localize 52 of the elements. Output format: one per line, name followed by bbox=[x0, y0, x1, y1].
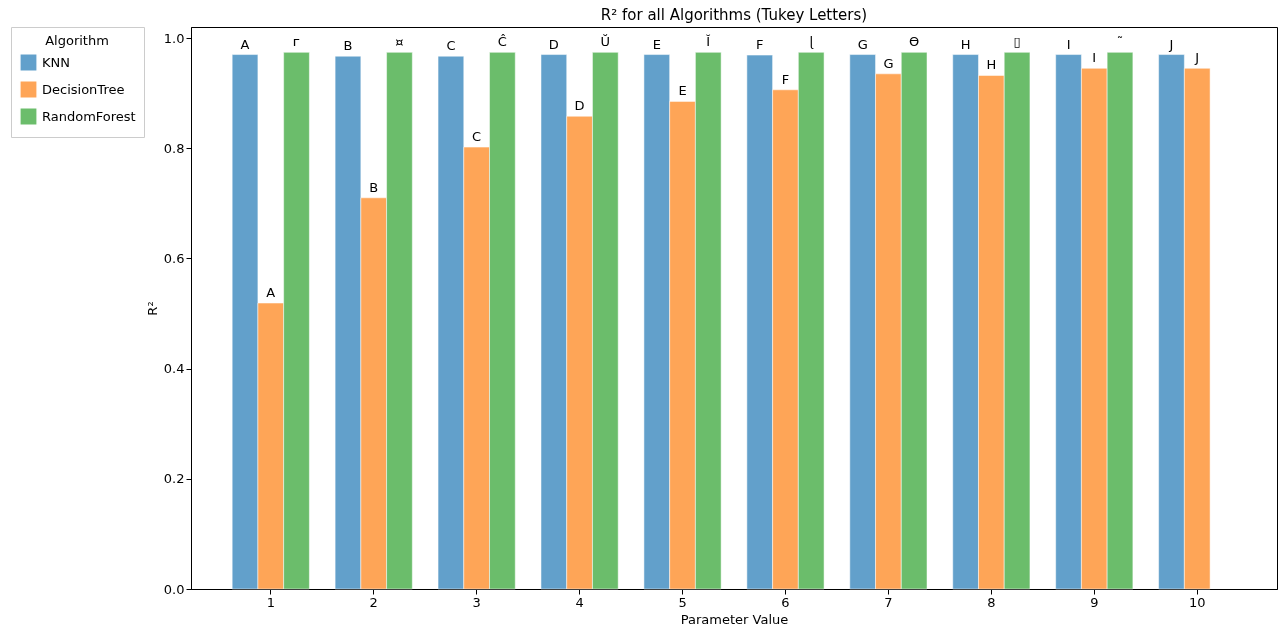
y-tick-label: 1.0 bbox=[163, 30, 185, 46]
legend-label: KNN bbox=[42, 54, 70, 70]
data-label: ▯ bbox=[1013, 34, 1021, 50]
x-tick-label: 1 bbox=[266, 594, 275, 610]
data-label: F bbox=[755, 37, 764, 53]
x-tick-label: 7 bbox=[884, 594, 893, 610]
data-label: I bbox=[1066, 36, 1071, 52]
data-label: ᴦ bbox=[292, 34, 301, 50]
data-label: D bbox=[574, 98, 585, 114]
x-tick-label: 5 bbox=[678, 594, 687, 610]
x-tick-label: 6 bbox=[781, 594, 790, 610]
data-label: E bbox=[678, 83, 687, 99]
x-axis-title: Parameter Value bbox=[680, 611, 789, 627]
x-tick-label: 4 bbox=[575, 594, 584, 610]
x-tick-label: 3 bbox=[472, 594, 481, 610]
data-label: G bbox=[857, 36, 868, 52]
y-tick-label: 0.8 bbox=[163, 140, 185, 156]
data-label: Ŭ bbox=[600, 34, 611, 50]
legend-title: Algorithm bbox=[45, 33, 109, 48]
data-label: F bbox=[781, 71, 790, 87]
data-label: B bbox=[343, 38, 353, 54]
data-label: J bbox=[1194, 50, 1200, 66]
legend-label: DecisionTree bbox=[42, 81, 125, 97]
data-label: H bbox=[986, 57, 997, 73]
data-label: A bbox=[240, 36, 250, 52]
data-label: D bbox=[548, 36, 559, 52]
data-label: J bbox=[1168, 36, 1174, 52]
y-tick-label: 0.6 bbox=[163, 250, 185, 266]
data-label: I bbox=[1092, 50, 1097, 66]
y-tick-label: 0.0 bbox=[163, 581, 185, 597]
y-axis-title: R² bbox=[144, 301, 160, 316]
y-tick-label: 0.2 bbox=[163, 471, 185, 487]
data-label: ¤ bbox=[395, 34, 404, 50]
data-label: Ĉ bbox=[497, 34, 507, 50]
data-label: E bbox=[652, 36, 661, 52]
x-tick-label: 8 bbox=[987, 594, 996, 610]
data-label: C bbox=[446, 38, 456, 54]
data-label: Ĭ bbox=[705, 34, 711, 50]
data-label: ˜ bbox=[1116, 34, 1124, 50]
x-tick-label: 2 bbox=[369, 594, 378, 610]
data-label: ɭ bbox=[809, 34, 814, 50]
y-tick-label: 0.4 bbox=[163, 361, 185, 377]
x-tick-label: 10 bbox=[1188, 594, 1206, 610]
data-label: H bbox=[960, 36, 971, 52]
data-label: C bbox=[472, 129, 482, 145]
data-label: B bbox=[369, 179, 379, 195]
data-label: G bbox=[883, 55, 894, 71]
legend-label: RandomForest bbox=[42, 108, 136, 124]
chart-title: R² for all Algorithms (Tukey Letters) bbox=[600, 6, 868, 24]
data-label: A bbox=[266, 285, 276, 301]
x-tick-label: 9 bbox=[1090, 594, 1099, 610]
data-label: Ɵ bbox=[909, 34, 920, 50]
